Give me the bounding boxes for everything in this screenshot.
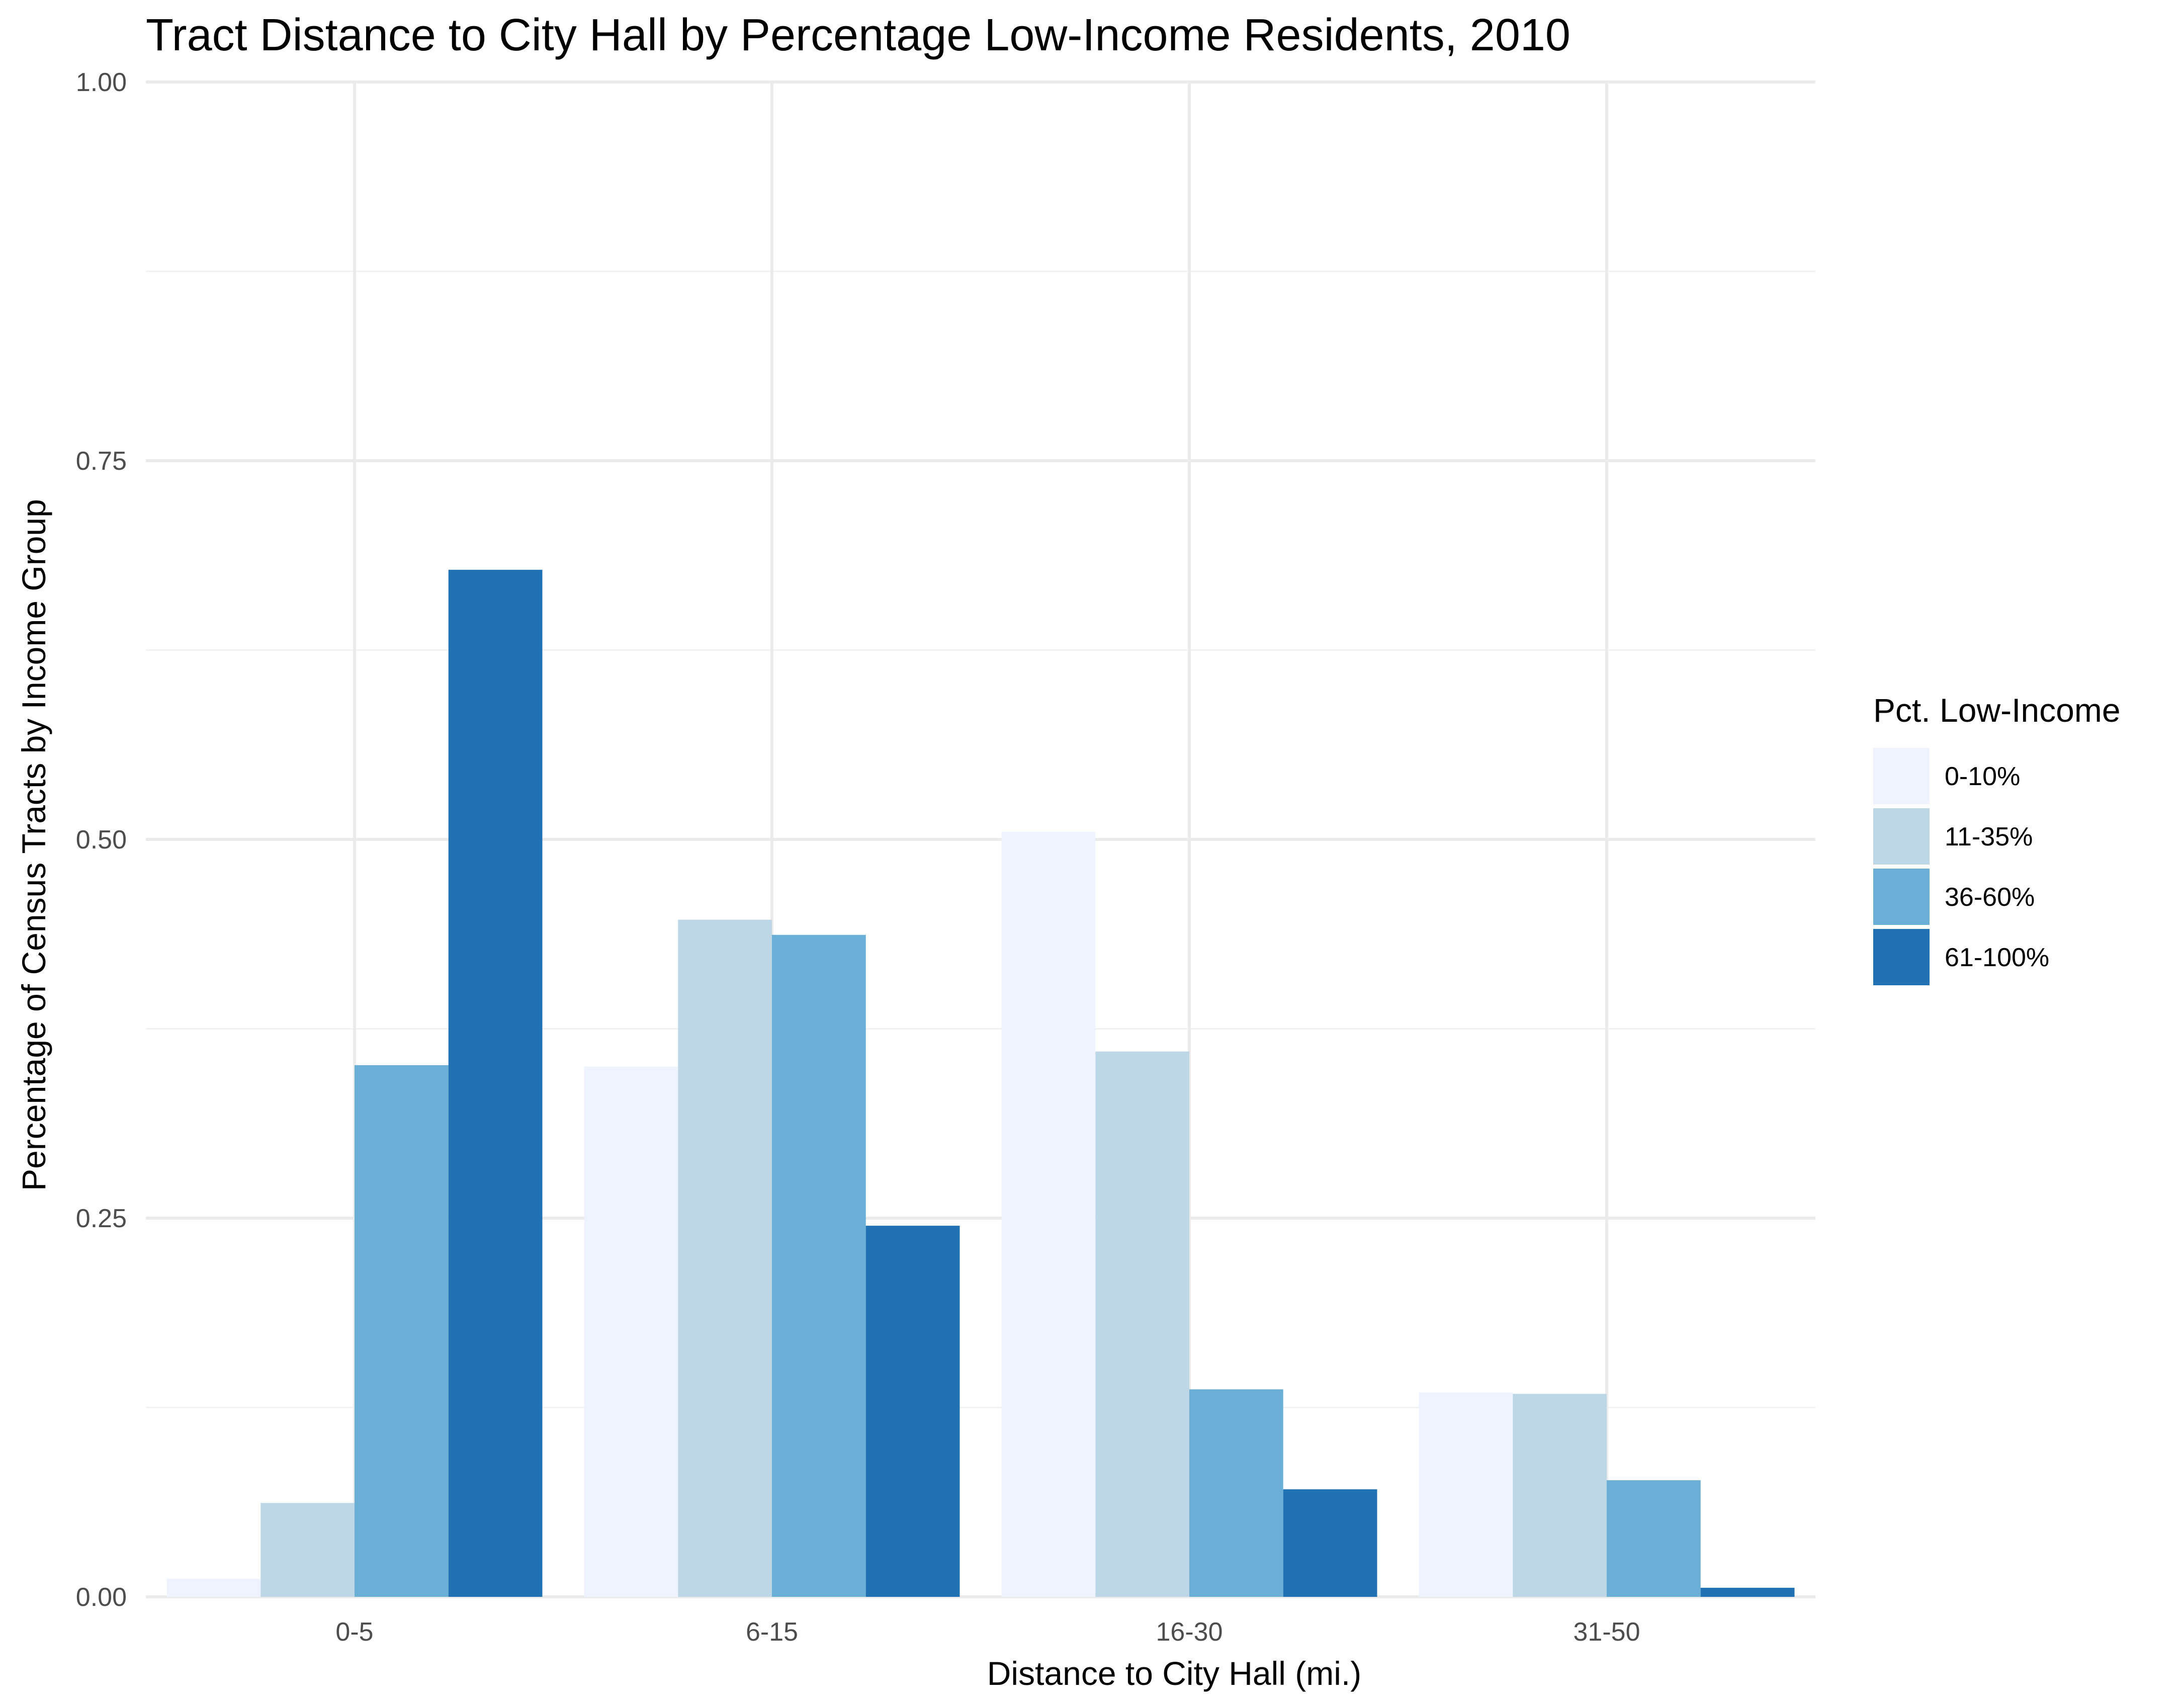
legend-key (1873, 929, 1930, 985)
legend-key (1873, 869, 1930, 925)
legend-key (1873, 808, 1930, 865)
legend-label: 61-100% (1945, 943, 2049, 972)
legend-label: 11-35% (1945, 822, 2033, 851)
bar-31-50-0-10% (1419, 1392, 1513, 1597)
x-tick-label: 16-30 (1156, 1617, 1223, 1647)
y-axis-ticks: 0.00 0.25 0.50 0.75 1.00 (76, 68, 127, 1612)
legend-title: Pct. Low-Income (1873, 692, 2121, 729)
bar-6-15-61-100% (865, 1226, 960, 1597)
chart-title: Tract Distance to City Hall by Percentag… (146, 10, 1570, 60)
bar-6-15-11-35% (678, 919, 772, 1597)
bar-0-5-61-100% (448, 569, 543, 1597)
y-tick-label: 0.50 (76, 825, 127, 855)
legend: Pct. Low-Income 0-10% 11-35% 36-60% 61-100% (1873, 692, 2121, 985)
x-tick-label: 0-5 (335, 1617, 373, 1647)
bar-16-30-61-100% (1283, 1489, 1377, 1597)
y-tick-label: 0.25 (76, 1204, 127, 1233)
bar-6-15-0-10% (584, 1066, 678, 1597)
bar-6-15-36-60% (772, 934, 866, 1597)
bar-0-5-0-10% (166, 1578, 261, 1597)
bar-31-50-11-35% (1513, 1394, 1607, 1597)
x-axis-ticks: 0-5 6-15 16-30 31-50 (335, 1617, 1640, 1647)
y-tick-label: 1.00 (76, 68, 127, 97)
bar-31-50-61-100% (1700, 1587, 1795, 1597)
x-tick-label: 6-15 (746, 1617, 798, 1647)
bar-16-30-11-35% (1095, 1051, 1189, 1597)
bar-0-5-36-60% (355, 1065, 449, 1597)
bar-0-5-11-35% (260, 1503, 355, 1597)
x-axis-title: Distance to City Hall (mi.) (987, 1655, 1361, 1692)
y-tick-label: 0.00 (76, 1583, 127, 1612)
x-tick-label: 31-50 (1574, 1617, 1640, 1647)
legend-label: 0-10% (1945, 762, 2020, 791)
bars (166, 569, 1795, 1597)
y-axis-title: Percentage of Census Tracts by Income Gr… (15, 499, 52, 1191)
bar-31-50-36-60% (1607, 1480, 1701, 1597)
y-tick-label: 0.75 (76, 447, 127, 476)
bar-16-30-0-10% (1001, 831, 1096, 1597)
legend-label: 36-60% (1945, 883, 2035, 912)
legend-key (1873, 748, 1930, 804)
bar-16-30-36-60% (1189, 1389, 1283, 1597)
